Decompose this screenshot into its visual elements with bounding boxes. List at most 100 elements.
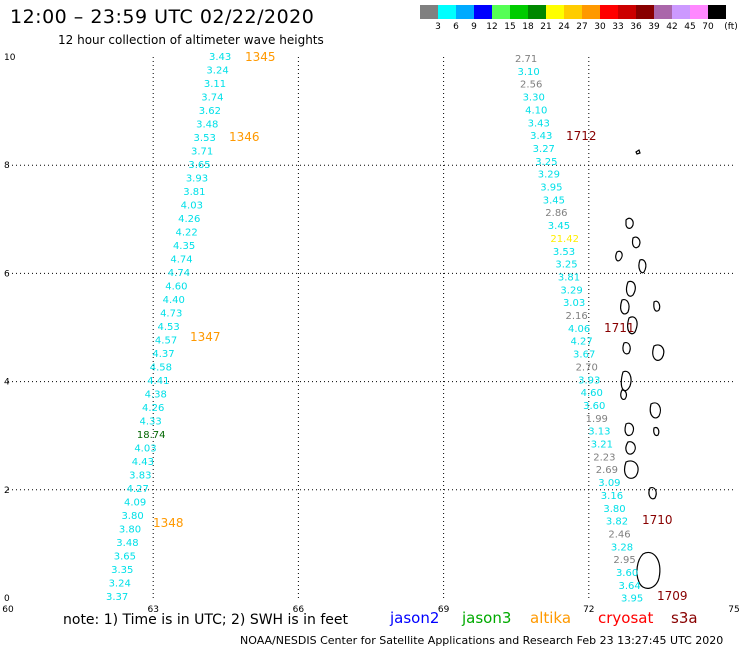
swh-value: 4.41 [147, 376, 169, 387]
east-track-values: 2.71 3.10 2.56 3.304.10 3.43 3.43 3.27 3.25 3.29… [515, 54, 643, 605]
swh-value: 3.21 [591, 440, 613, 451]
swh-value: 3.25 [555, 260, 577, 271]
x-tick-label: 75 [728, 605, 739, 615]
y-tick-label: 0 [4, 594, 10, 604]
swh-value: 3.64 [618, 581, 640, 592]
swh-value: 4.26 [178, 214, 200, 225]
legend-swatch [438, 5, 456, 19]
atoll-outline [635, 149, 641, 155]
swh-value: 4.74 [170, 255, 192, 266]
legend-label: 36 [630, 22, 642, 32]
x-tick-label: 66 [293, 605, 305, 615]
swh-value: 3.95 [621, 594, 643, 605]
swh-value: 3.27 [533, 144, 555, 155]
legend-swatch [510, 5, 528, 19]
swh-value: 2.23 [593, 452, 615, 463]
pass-time: 1345 [245, 50, 276, 64]
swh-value: 4.60 [581, 388, 603, 399]
y-tick-label: 4 [4, 378, 10, 388]
swh-value: 2.71 [515, 54, 537, 65]
swh-value: 3.62 [199, 106, 221, 117]
swh-value: 3.48 [196, 120, 218, 131]
legend-swatch [690, 5, 708, 19]
swh-value: 3.83 [129, 471, 151, 482]
legend-label: 24 [558, 22, 570, 32]
swh-value: 3.80 [603, 504, 625, 515]
swh-value: 4.43 [132, 457, 154, 468]
swh-value: 4.09 [124, 498, 146, 509]
atoll-outline [622, 342, 631, 355]
pass-time: 1712 [566, 129, 597, 143]
swh-value: 3.82 [606, 517, 628, 528]
legend-label: 21 [540, 22, 552, 32]
legend-label: 27 [576, 22, 588, 32]
swh-value: 3.95 [540, 183, 562, 194]
atoll-outline [636, 551, 661, 589]
swh-value: 4.03 [181, 201, 203, 212]
footer-credit: NOAA/NESDIS Center for Satellite Applica… [240, 634, 724, 647]
swh-value: 3.09 [598, 478, 620, 489]
y-tick-label: 10 [4, 53, 16, 63]
swh-value: 4.53 [158, 322, 180, 333]
swh-value: 2.16 [565, 311, 587, 322]
swh-value: 3.48 [116, 538, 138, 549]
x-tick-label: 60 [2, 605, 14, 615]
atoll-outline [625, 280, 636, 297]
legend-swatch [456, 5, 474, 19]
legend-label: 42 [666, 22, 678, 32]
pass-time: 1709 [657, 589, 688, 603]
swh-value: 3.30 [523, 93, 545, 104]
legend-swatch [636, 5, 654, 19]
swh-value: 3.28 [611, 542, 633, 553]
pass-time-labels: 1345 1346 1347 1348 1712 1711 1710 1709 [153, 50, 688, 603]
legend-swatch [564, 5, 582, 19]
swh-value: 3.35 [111, 565, 133, 576]
atoll-outline [649, 402, 662, 419]
swh-value: 3.43 [530, 131, 552, 142]
swh-value: 4.73 [160, 309, 182, 320]
swh-value: 3.81 [183, 187, 205, 198]
legend-label: 45 [684, 22, 696, 32]
west-track-values: 3.43 3.24 3.11 3.74 3.62 3.48 3.53 3.71 3.65 3.93… [106, 52, 231, 603]
legend-label: 33 [612, 22, 624, 32]
legend-label: 6 [453, 22, 459, 32]
swh-value: 3.10 [518, 67, 540, 78]
swh-value: 4.38 [145, 390, 167, 401]
swh-value: 4.26 [142, 403, 164, 414]
swh-value: 3.71 [191, 147, 213, 158]
swh-value: 2.46 [608, 529, 630, 540]
swh-value: 2.70 [576, 362, 598, 373]
legend-label: 30 [594, 22, 606, 32]
page-title: 12:00 – 23:59 UTC 02/22/2020 [10, 6, 315, 28]
swh-value: 3.45 [543, 195, 565, 206]
swh-value: 3.60 [583, 401, 605, 412]
swh-value: 3.65 [188, 160, 210, 171]
swh-value: 3.45 [548, 221, 570, 232]
swh-value: 3.03 [563, 298, 585, 309]
swh-value: 3.24 [109, 579, 131, 590]
swh-value: 2.86 [545, 208, 567, 219]
legend-swatch [492, 5, 510, 19]
swh-value: 4.74 [168, 268, 190, 279]
atoll-outline [625, 217, 634, 229]
atoll-outline [653, 300, 661, 312]
atoll-outline [615, 250, 623, 262]
swh-value: 4.06 [568, 324, 590, 335]
legend-label: 70 [702, 22, 714, 32]
pass-time: 1347 [190, 330, 221, 344]
legend-label: 12 [486, 22, 498, 32]
axis-ticks: 60 63 66 69 72 75 0 2 4 6 8 10 [2, 53, 739, 615]
swh-value: 4.60 [165, 282, 187, 293]
pass-time: 1346 [229, 130, 260, 144]
maldives-coastline [615, 149, 665, 589]
swh-value: 4.27 [571, 337, 593, 348]
swh-value: 3.24 [206, 66, 228, 77]
swh-value: 2.69 [596, 465, 618, 476]
x-tick-label: 72 [583, 605, 594, 615]
legend-swatch [708, 5, 726, 19]
legend-swatch [582, 5, 600, 19]
swh-value: 4.40 [163, 295, 185, 306]
swh-value: 4.22 [176, 228, 198, 239]
swh-value: 3.93 [186, 174, 208, 185]
